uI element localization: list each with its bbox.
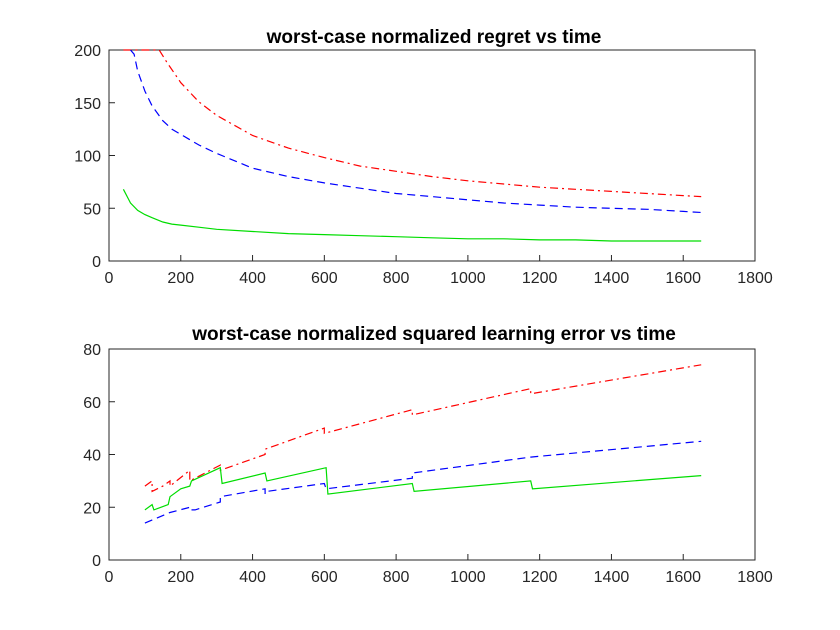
x-tick-label: 1800 xyxy=(737,569,773,586)
y-tick-label: 0 xyxy=(92,254,101,271)
learning-error-panel: worst-case normalized squared learning e… xyxy=(83,324,773,586)
y-axis: 0 50 100 150 200 xyxy=(74,43,115,271)
x-tick-label: 0 xyxy=(105,270,114,287)
y-tick-label: 40 xyxy=(83,448,101,465)
series-line-3 xyxy=(144,466,702,511)
y-tick-label: 0 xyxy=(92,553,101,570)
regret-panel: worst-case normalized regret vs time 0 20… xyxy=(74,27,773,287)
y-tick-label: 50 xyxy=(83,201,101,218)
y-tick-label: 200 xyxy=(74,43,101,60)
x-tick-label: 1600 xyxy=(665,569,701,586)
x-tick-label: 1000 xyxy=(450,569,486,586)
series-line-3 xyxy=(122,189,702,242)
x-tick-label: 1800 xyxy=(737,270,773,287)
y-tick-label: 100 xyxy=(74,149,101,166)
series-line-1 xyxy=(123,49,702,198)
series-layer xyxy=(144,364,702,524)
x-tick-label: 1600 xyxy=(665,270,701,287)
x-tick-label: 600 xyxy=(311,270,338,287)
x-axis: 0 200 400 600 800 1000 1200 1400 1600 1800 xyxy=(105,255,773,287)
series-line-2 xyxy=(144,440,702,524)
chart-title: worst-case normalized regret vs time xyxy=(266,27,602,48)
x-tick-label: 800 xyxy=(383,270,410,287)
chart-title: worst-case normalized squared learning e… xyxy=(191,324,676,345)
y-tick-label: 20 xyxy=(83,500,101,517)
y-tick-label: 80 xyxy=(83,342,101,359)
series-layer xyxy=(122,49,702,242)
x-tick-label: 1200 xyxy=(522,270,558,287)
x-tick-label: 400 xyxy=(239,569,266,586)
x-tick-label: 200 xyxy=(167,270,194,287)
series-line-2 xyxy=(130,49,702,214)
x-tick-label: 200 xyxy=(167,569,194,586)
plot-area xyxy=(108,348,756,561)
y-axis: 0 20 40 60 80 xyxy=(83,342,115,570)
plot-area xyxy=(108,49,756,262)
x-tick-label: 400 xyxy=(239,270,266,287)
x-tick-label: 1200 xyxy=(522,569,558,586)
x-tick-label: 600 xyxy=(311,569,338,586)
x-tick-label: 0 xyxy=(105,569,114,586)
x-tick-label: 1000 xyxy=(450,270,486,287)
y-tick-label: 60 xyxy=(83,395,101,412)
x-tick-label: 800 xyxy=(383,569,410,586)
y-tick-label: 150 xyxy=(74,96,101,113)
x-tick-label: 1400 xyxy=(594,569,630,586)
x-axis: 0 200 400 600 800 1000 1200 1400 1600 1800 xyxy=(105,554,773,586)
x-tick-label: 1400 xyxy=(594,270,630,287)
series-line-1 xyxy=(144,364,702,493)
